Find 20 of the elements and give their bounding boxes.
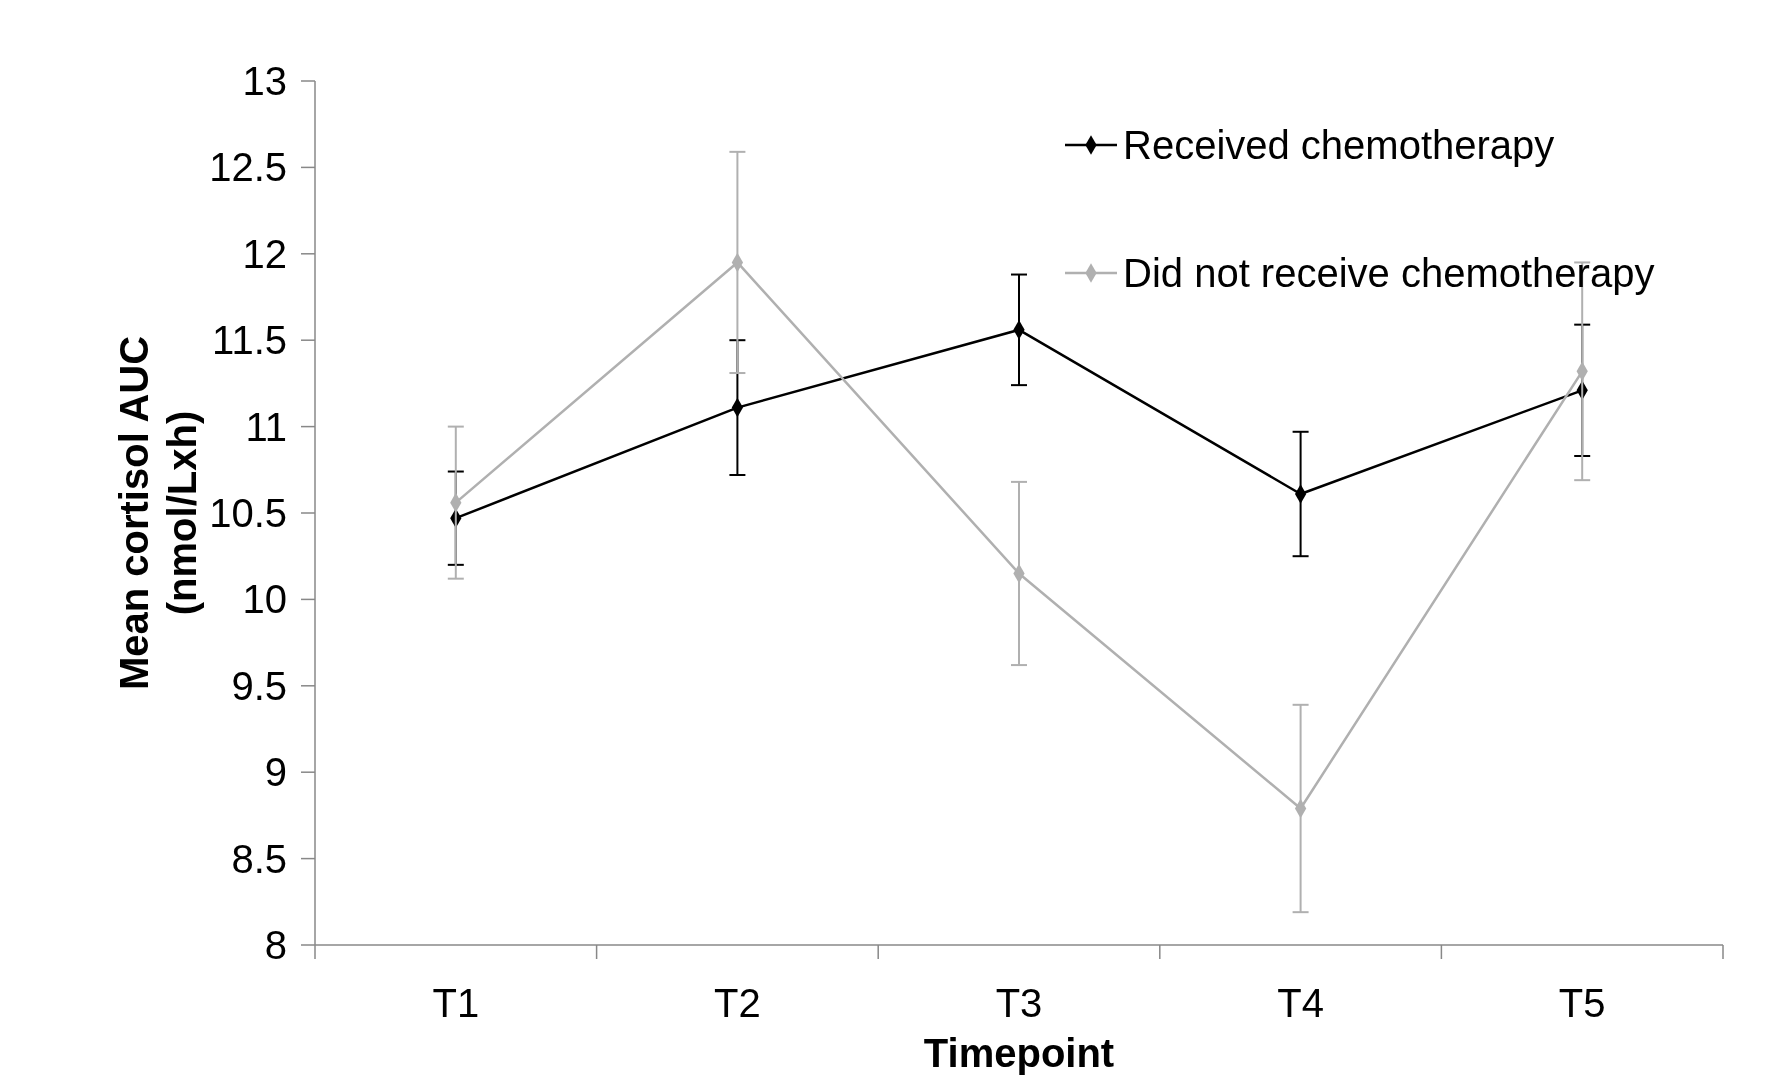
y-tick-label: 13: [242, 59, 287, 103]
x-tick-label: T4: [1277, 981, 1324, 1025]
x-tick-label: T1: [432, 981, 480, 1025]
x-axis-title: Timepoint: [923, 1031, 1115, 1075]
x-tick-label: T5: [1558, 981, 1606, 1025]
y-tick-label: 11: [245, 404, 287, 449]
x-tick-label: T2: [714, 981, 761, 1025]
y-tick-label: 10: [242, 577, 287, 622]
x-tick-label: T3: [995, 981, 1043, 1025]
y-tick-label: 8.5: [231, 836, 287, 881]
y-tick-label: 9.5: [231, 663, 287, 708]
y-axis-title: Mean cortisol AUC (nmol/Lxh): [112, 335, 204, 691]
legend-label: Did not receive chemotherapy: [1123, 251, 1655, 295]
legend-label: Received chemotherapy: [1123, 123, 1555, 167]
y-tick-label: 12.5: [209, 145, 287, 190]
y-tick-label: 10.5: [209, 491, 287, 535]
y-tick-label: 8: [264, 923, 287, 967]
y-tick-label: 11.5: [212, 318, 287, 363]
y-tick-label: 9: [264, 750, 287, 795]
y-tick-label: 12: [242, 231, 287, 276]
